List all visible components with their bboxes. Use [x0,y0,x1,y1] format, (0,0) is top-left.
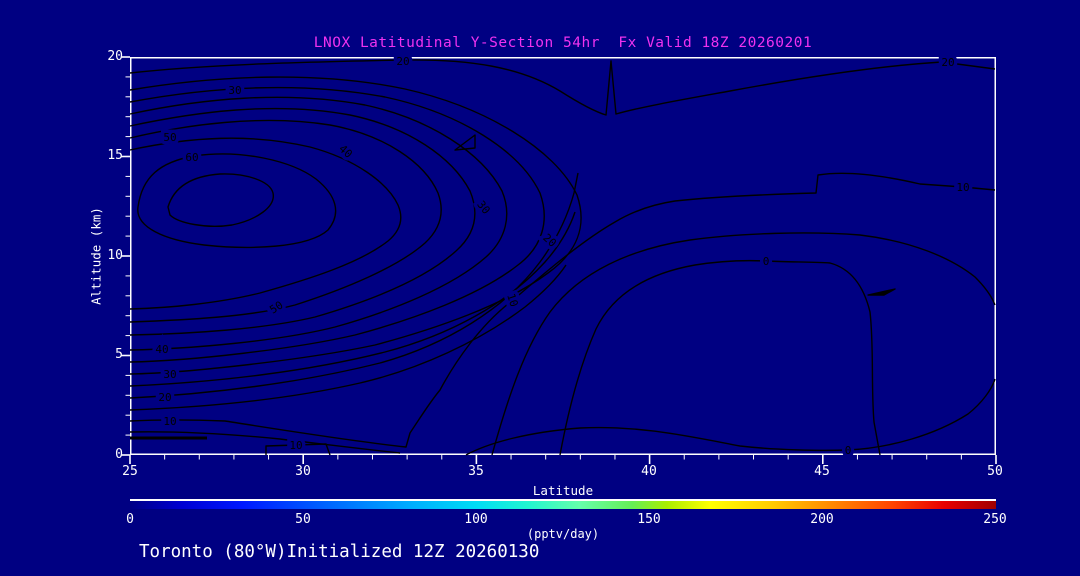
contour-label: 40 [336,142,355,161]
contour-label: 50 [267,299,285,317]
y-tick-label: 5 [115,347,123,362]
x-tick-label: 50 [987,464,1003,479]
contour-labels-group: 20 30 50 60 40 50 40 30 20 10 10 30 20 10 0 10 20 0 [152,52,973,461]
x-tick-label: 30 [295,464,311,479]
x-tick-label: 25 [122,464,138,479]
contour-plot: 20 30 50 60 40 50 40 30 20 10 10 30 20 10 0 10 20 0 [121,52,997,464]
contour-line [129,107,476,336]
x-tick-label: 40 [641,464,657,479]
contour-label: 30 [228,84,241,97]
contour-label: 40 [155,343,168,356]
plot-frame [130,57,996,455]
colorbar-tick-label: 250 [983,512,1007,527]
contour-line [867,288,896,296]
contour-line [559,259,881,456]
contour-line [137,153,337,249]
contour-label: 20 [158,391,171,404]
contour-line [167,173,274,227]
contour-label: 10 [504,292,520,309]
y-tick-label: 0 [115,447,123,462]
plot-title: LNOX Latitudinal Y-Section 54hr Fx Valid… [313,35,813,51]
contour-line [129,211,576,387]
contour-label: 10 [289,439,302,452]
x-tick-label: 45 [814,464,830,479]
colorbar-tick-label: 100 [464,512,488,527]
contour-line [129,119,442,323]
colorbar-units-label: (pptv/day) [526,527,600,541]
contour-label: 20 [396,55,409,68]
contour-line [129,172,996,448]
contour-line [129,59,996,116]
contour-label: 0 [763,255,770,268]
contour-label: 30 [163,368,176,381]
contour-line [129,172,579,399]
contour-label: 10 [163,415,176,428]
contour-line [129,76,582,375]
contour-line [129,86,545,363]
contour-line [465,378,996,456]
colorbar-tick-label: 0 [126,512,134,527]
contour-line [129,264,567,411]
contour-label: 0 [845,444,852,457]
contour-label: 50 [163,131,176,144]
contour-line [129,431,401,454]
y-tick-label: 10 [107,248,123,263]
axis-ticks-group [121,56,997,464]
contour-label: 10 [956,181,969,194]
contour-line [129,137,402,310]
init-info-text: Toronto (80°W)Initialized 12Z 20260130 [139,542,540,562]
contour-label: 60 [185,151,198,164]
contour-line [491,232,996,456]
colorbar-tick-label: 200 [810,512,834,527]
contour-line [454,134,476,151]
contour-label: 20 [540,231,559,250]
contour-line [265,443,331,456]
y-tick-label: 15 [107,148,123,163]
y-axis-title: Altitude (km) [88,207,104,305]
contour-line [129,96,508,351]
y-tick-label: 20 [107,49,123,64]
colorbar [130,499,996,509]
colorbar-tick-label: 150 [637,512,661,527]
contour-label: 20 [941,56,954,69]
colorbar-tick-label: 50 [295,512,311,527]
x-tick-label: 35 [468,464,484,479]
contour-label: 30 [474,198,492,216]
contour-lines-group [129,59,996,456]
x-axis-title: Latitude [532,483,594,498]
